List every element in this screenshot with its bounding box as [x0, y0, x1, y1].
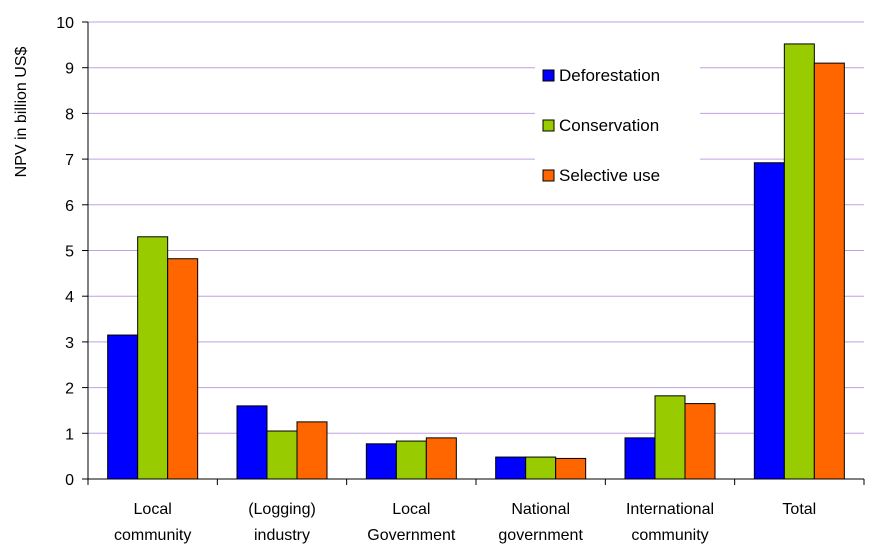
legend-swatch	[542, 69, 555, 82]
x-category-label: Local	[392, 501, 430, 518]
legend-swatch	[542, 119, 555, 132]
x-category-labels: Local community (Logging) industry Local Gove…	[114, 501, 816, 544]
x-category-label: (Logging)	[248, 501, 316, 518]
y-axis-title: NPV in billion US$	[13, 47, 30, 178]
bar-selective-use	[425, 437, 457, 480]
x-category-label: Local	[134, 501, 172, 518]
legend: Deforestation Conservation Selective use	[535, 59, 700, 199]
legend-label: Selective use	[559, 166, 660, 185]
y-tick-label: 3	[65, 335, 74, 352]
bar-selective-use	[813, 62, 845, 480]
bar-selective-use	[296, 421, 328, 480]
y-tick-label: 7	[65, 152, 74, 169]
legend-label: Conservation	[559, 116, 659, 135]
x-category-label: Government	[367, 527, 456, 544]
bar-selective-use	[167, 258, 199, 480]
x-category-label: International	[626, 501, 714, 518]
y-tick-label: 1	[65, 426, 74, 443]
y-tick-labels: 0 1 2 3 4 5 6 7 8 9 10	[56, 15, 74, 489]
bar-conservation	[654, 395, 686, 480]
bar-deforestation	[495, 456, 527, 480]
y-tick-label: 0	[65, 472, 74, 489]
y-tick-label: 8	[65, 106, 74, 123]
x-category-label: government	[498, 527, 583, 544]
bar-conservation	[137, 236, 169, 480]
x-category-label: community	[114, 527, 191, 544]
x-category-label: community	[631, 527, 708, 544]
y-tick-label: 5	[65, 244, 74, 261]
bar-deforestation	[236, 405, 268, 480]
bar-conservation	[266, 430, 298, 480]
y-tick-label: 4	[65, 289, 74, 306]
bar-conservation	[783, 43, 815, 480]
bar-deforestation	[624, 437, 656, 480]
y-tick-label: 10	[56, 15, 74, 32]
y-tick-label: 9	[65, 61, 74, 78]
bars	[107, 43, 845, 480]
legend-label: Deforestation	[559, 66, 660, 85]
x-category-label: National	[511, 501, 570, 518]
y-tick-label: 2	[65, 381, 74, 398]
x-category-label: Total	[782, 501, 816, 518]
bar-conservation	[395, 440, 427, 480]
bar-selective-use	[684, 403, 716, 480]
legend-background	[535, 59, 700, 199]
axes	[82, 21, 865, 485]
legend-swatch	[542, 169, 555, 182]
bar-deforestation	[107, 334, 139, 480]
x-category-label: industry	[254, 527, 310, 544]
gridlines	[88, 21, 864, 434]
bar-selective-use	[555, 457, 587, 480]
bar-deforestation	[753, 162, 785, 480]
bar-conservation	[525, 456, 557, 480]
y-tick-label: 6	[65, 198, 74, 215]
bar-deforestation	[365, 443, 397, 480]
